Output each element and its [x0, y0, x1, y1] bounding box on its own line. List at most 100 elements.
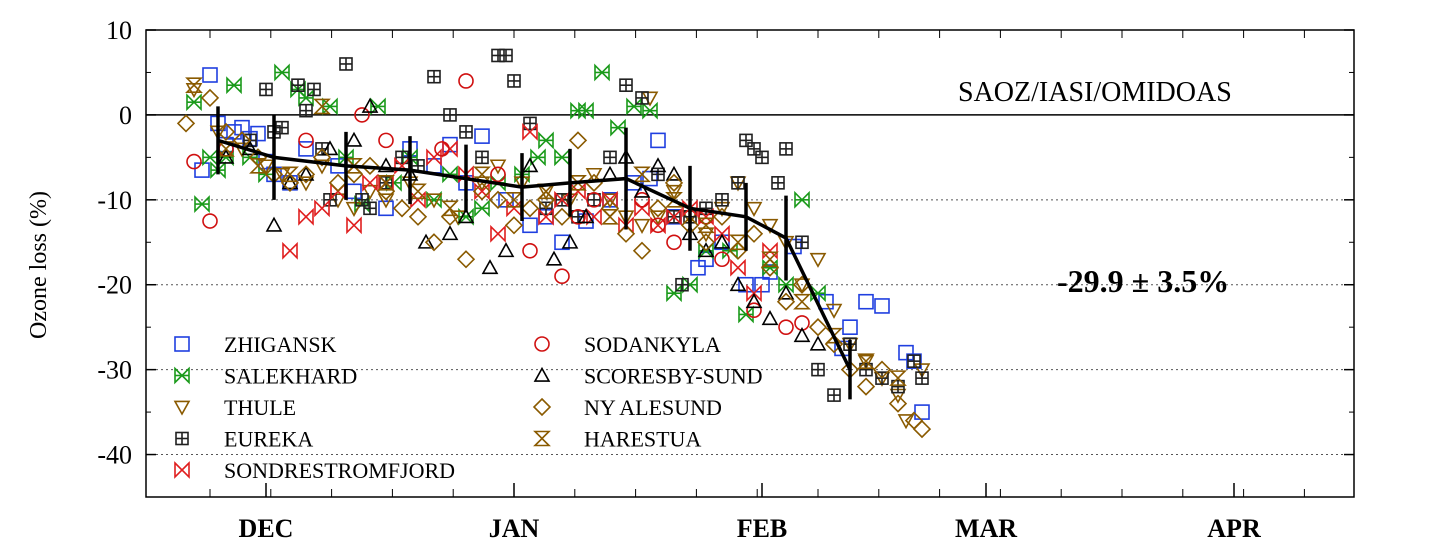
data-point	[633, 218, 651, 234]
data-point	[473, 176, 491, 192]
data-point	[538, 131, 554, 150]
data-point	[755, 150, 769, 165]
data-point	[176, 114, 196, 133]
data-point	[634, 199, 650, 218]
data-point	[714, 251, 730, 268]
data-point	[530, 148, 546, 167]
data-point	[675, 277, 689, 292]
data-point	[793, 293, 811, 310]
data-point	[313, 159, 331, 175]
data-point	[747, 142, 761, 156]
data-point	[426, 158, 442, 174]
data-point	[523, 116, 537, 131]
legend-label: HARESTUA	[584, 427, 701, 452]
data-point	[434, 141, 450, 157]
data-point	[202, 67, 218, 83]
data-point	[392, 199, 412, 218]
annotation-label: SAOZ/IASI/OMIDOAS	[958, 77, 1232, 108]
data-point	[603, 150, 617, 165]
data-point	[913, 363, 931, 379]
data-point	[730, 258, 746, 277]
data-point	[808, 318, 828, 337]
legend-marker	[175, 431, 189, 446]
y-tick-label: -20	[97, 271, 132, 300]
legend-item-thule: THULE	[173, 395, 296, 420]
data-point	[299, 103, 313, 118]
data-point	[761, 251, 779, 268]
legend-label: SALEKHARD	[224, 364, 357, 389]
data-point	[345, 201, 363, 217]
data-point	[898, 344, 914, 361]
data-point	[793, 278, 811, 294]
data-point	[601, 209, 619, 225]
legend-item-sodankyla: SODANKYLA	[534, 332, 721, 357]
data-point	[649, 157, 667, 173]
data-point	[427, 69, 441, 84]
data-point	[474, 182, 490, 201]
legend-item-scoresby-sund: SCORESBY-SUND	[533, 364, 763, 389]
data-point	[328, 173, 348, 192]
data-point	[739, 133, 753, 148]
y-tick-label: 0	[119, 101, 132, 130]
data-point	[561, 233, 579, 249]
mean-curve-layer	[216, 106, 852, 400]
data-point	[554, 234, 570, 251]
data-point	[762, 241, 778, 260]
data-point	[874, 298, 890, 314]
axis-layer: 10 0 -10 -20 -30 -40 DEC JAN FEB MAR APR	[97, 16, 1355, 543]
x-tick-label: FEB	[737, 514, 788, 543]
data-point	[793, 327, 811, 343]
data-point	[202, 148, 218, 167]
series-sondrestromfjord	[282, 122, 778, 303]
data-point	[809, 252, 827, 268]
data-point	[522, 242, 538, 259]
data-point	[664, 173, 684, 192]
legend-label: SONDRESTROMFJORD	[224, 458, 455, 483]
data-point	[186, 93, 202, 112]
legend-marker	[173, 400, 191, 416]
data-point	[323, 193, 337, 207]
data-point	[642, 170, 658, 187]
data-point	[762, 258, 778, 277]
data-point	[554, 268, 570, 285]
data-point	[650, 217, 666, 234]
data-point	[777, 284, 795, 300]
data-point	[889, 370, 907, 386]
data-point	[506, 199, 522, 218]
data-point	[234, 119, 250, 136]
data-point	[811, 362, 825, 377]
data-point	[488, 190, 508, 209]
data-point	[651, 167, 665, 182]
data-point	[746, 284, 762, 303]
data-point	[489, 159, 507, 175]
data-point	[355, 193, 369, 207]
data-point	[298, 141, 314, 157]
data-point	[632, 241, 652, 260]
data-point	[794, 190, 810, 209]
data-point	[291, 78, 305, 92]
data-point	[408, 207, 428, 226]
x-tick-label: MAR	[955, 514, 1017, 543]
data-point	[697, 227, 715, 243]
data-point	[507, 74, 521, 88]
data-point	[857, 353, 875, 369]
data-point	[194, 195, 210, 213]
data-point	[713, 233, 731, 249]
data-point	[779, 142, 793, 156]
data-point	[778, 319, 794, 335]
legend-marker	[532, 397, 552, 417]
data-point	[259, 82, 273, 97]
data-point	[914, 404, 930, 420]
legend-marker	[174, 366, 190, 385]
y-axis-title: Ozone loss (%)	[26, 191, 52, 339]
data-point	[666, 207, 682, 226]
data-point	[346, 216, 362, 235]
data-point	[650, 132, 666, 149]
data-point	[795, 235, 809, 250]
data-point	[475, 150, 489, 165]
data-point	[610, 118, 626, 137]
data-point	[297, 176, 315, 192]
legend-label: EUREKA	[224, 427, 313, 452]
data-point	[818, 293, 834, 310]
data-point	[297, 165, 315, 181]
